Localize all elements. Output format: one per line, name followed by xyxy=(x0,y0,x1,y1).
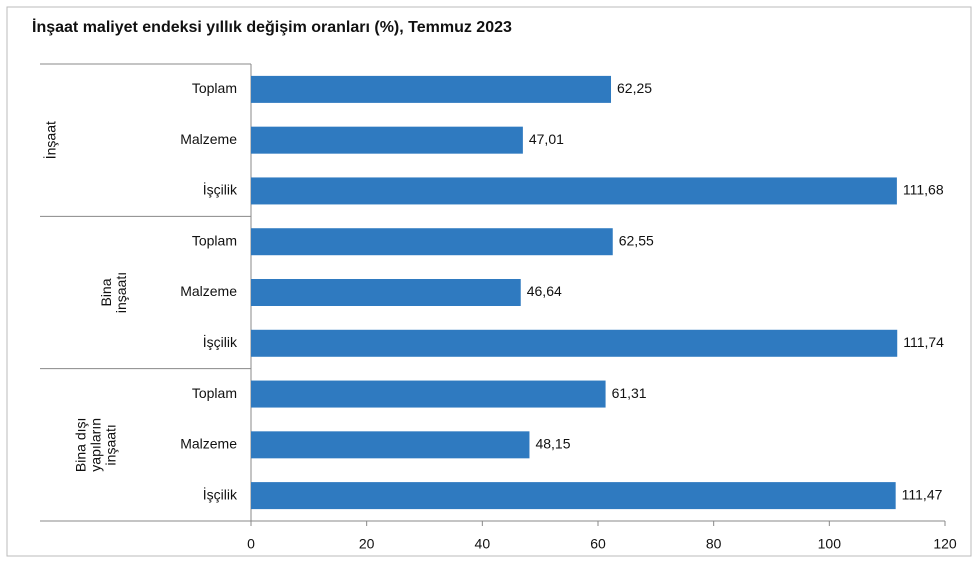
group-label: inşaatı xyxy=(103,424,119,465)
x-tick-label: 20 xyxy=(359,536,375,552)
bar xyxy=(251,380,606,408)
x-tick-label: 100 xyxy=(818,536,842,552)
bar xyxy=(251,329,898,357)
group-label: Bina xyxy=(98,278,114,306)
y-tick-label: İşçilik xyxy=(203,485,238,502)
x-tick-label: 40 xyxy=(475,536,491,552)
y-tick-label: Toplam xyxy=(192,232,237,248)
x-tick-label: 120 xyxy=(933,536,957,552)
chart-frame xyxy=(6,6,972,557)
y-tick-label: Malzeme xyxy=(180,436,237,452)
value-label: 47,01 xyxy=(529,131,564,147)
value-label: 111,68 xyxy=(903,182,944,198)
x-tick-label: 80 xyxy=(706,536,722,552)
bar xyxy=(251,431,530,459)
chart-title: İnşaat maliyet endeksi yıllık değişim or… xyxy=(32,18,512,36)
group-label: yapıların xyxy=(88,418,104,472)
bar xyxy=(251,228,613,256)
bar xyxy=(251,126,523,154)
group-label: Bina dışı xyxy=(73,418,89,472)
value-label: 62,25 xyxy=(617,80,652,96)
bar xyxy=(251,75,612,103)
y-tick-label: Malzeme xyxy=(180,131,237,147)
x-tick-label: 60 xyxy=(590,536,606,552)
bar xyxy=(251,482,896,510)
y-tick-label: İşçilik xyxy=(203,181,238,198)
value-label: 46,64 xyxy=(527,283,562,299)
bar xyxy=(251,279,521,306)
y-tick-label: İşçilik xyxy=(203,333,238,350)
value-label: 61,31 xyxy=(612,385,647,401)
y-tick-label: Malzeme xyxy=(180,283,237,299)
value-label: 48,15 xyxy=(535,436,570,452)
y-tick-label: Toplam xyxy=(192,80,237,96)
value-label: 111,47 xyxy=(902,486,943,502)
group-label: inşaatı xyxy=(113,272,129,313)
value-label: 111,74 xyxy=(903,334,944,350)
group-label: İnşaat xyxy=(42,121,59,159)
bar xyxy=(251,177,897,205)
x-tick-label: 0 xyxy=(247,536,255,552)
y-tick-label: Toplam xyxy=(192,385,237,401)
value-label: 62,55 xyxy=(619,232,654,248)
